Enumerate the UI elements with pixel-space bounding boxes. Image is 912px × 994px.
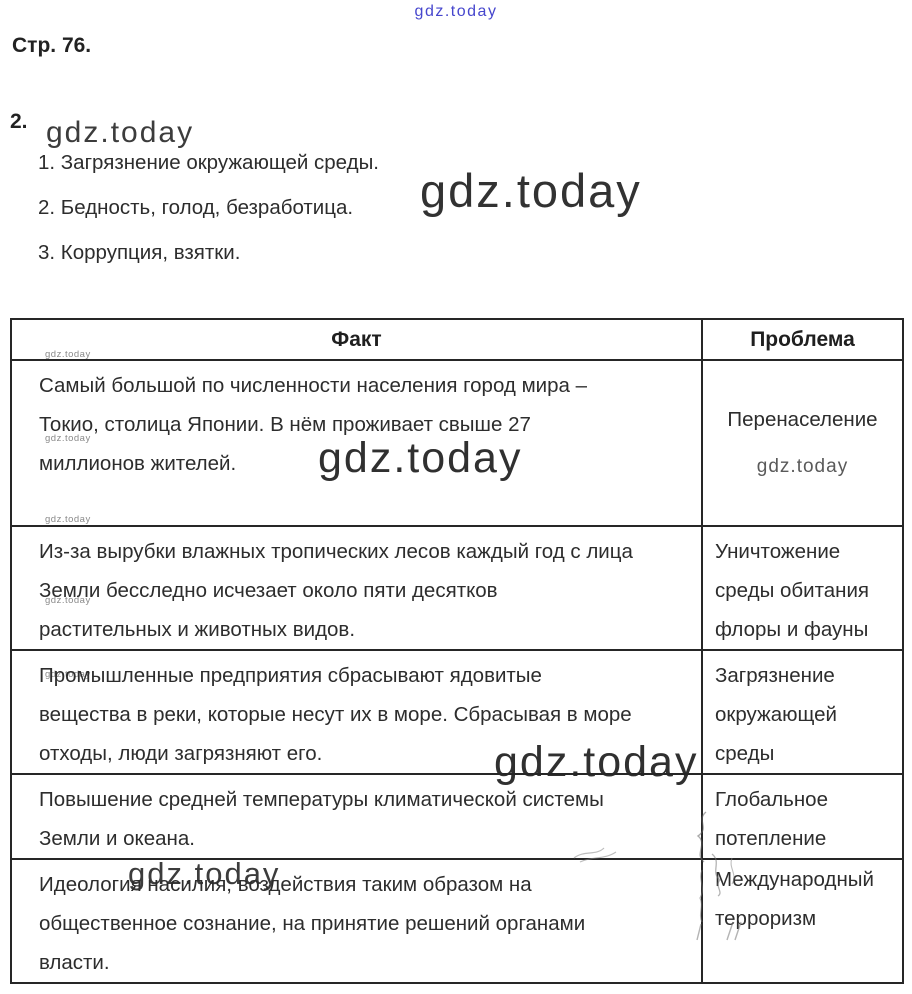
- fact-cell-4: Повышение средней температуры климатичес…: [10, 773, 703, 860]
- site-watermark-problem-cell: gdz.today: [756, 456, 849, 477]
- fact-problem-table: Факт Проблема Самый большой по численнос…: [10, 318, 904, 984]
- table-row: Промышленные предприятия сбрасывают ядов…: [10, 649, 904, 775]
- column-header-problem: Проблема: [701, 318, 904, 361]
- answer-list-item-1: 1. Загрязнение окружающей среды.: [38, 151, 380, 174]
- table-header-row: Факт Проблема: [10, 318, 904, 361]
- problem-cell-1: Перенаселение gdz.today: [701, 359, 904, 527]
- table-row: Из-за вырубки влажных тропических лесов …: [10, 525, 904, 651]
- fact-cell-3: Промышленные предприятия сбрасывают ядов…: [10, 649, 703, 775]
- site-watermark-large-right: gdz.today: [420, 164, 642, 217]
- fact-cell-1: Самый большой по численности населения г…: [10, 359, 703, 527]
- problem-cell-5: Международный терроризм: [701, 858, 904, 984]
- site-watermark-after-question: gdz.today: [46, 116, 195, 149]
- answer-list-item-3: 3. Коррупция, взятки.: [38, 241, 241, 264]
- problem-cell-3: Загрязнение окружающей среды: [701, 649, 904, 775]
- table-row: Повышение средней температуры климатичес…: [10, 773, 904, 860]
- problem-cell-2: Уничтожение среды обитания флоры и фауны: [701, 525, 904, 651]
- table-row: Самый большой по численности населения г…: [10, 359, 904, 527]
- problem-text-1: Перенаселение: [727, 408, 878, 431]
- problem-cell-4: Глобальное потепление: [701, 773, 904, 860]
- table-row: Идеология насилия, воздействия таким обр…: [10, 858, 904, 984]
- fact-cell-5: Идеология насилия, воздействия таким обр…: [10, 858, 703, 984]
- site-watermark-top: gdz.today: [414, 3, 498, 20]
- answer-list-item-2: 2. Бедность, голод, безработица.: [38, 196, 354, 219]
- fact-cell-2: Из-за вырубки влажных тропических лесов …: [10, 525, 703, 651]
- page-title: Стр. 76.: [12, 34, 92, 57]
- column-header-fact: Факт: [10, 318, 703, 361]
- question-number: 2.: [10, 110, 28, 133]
